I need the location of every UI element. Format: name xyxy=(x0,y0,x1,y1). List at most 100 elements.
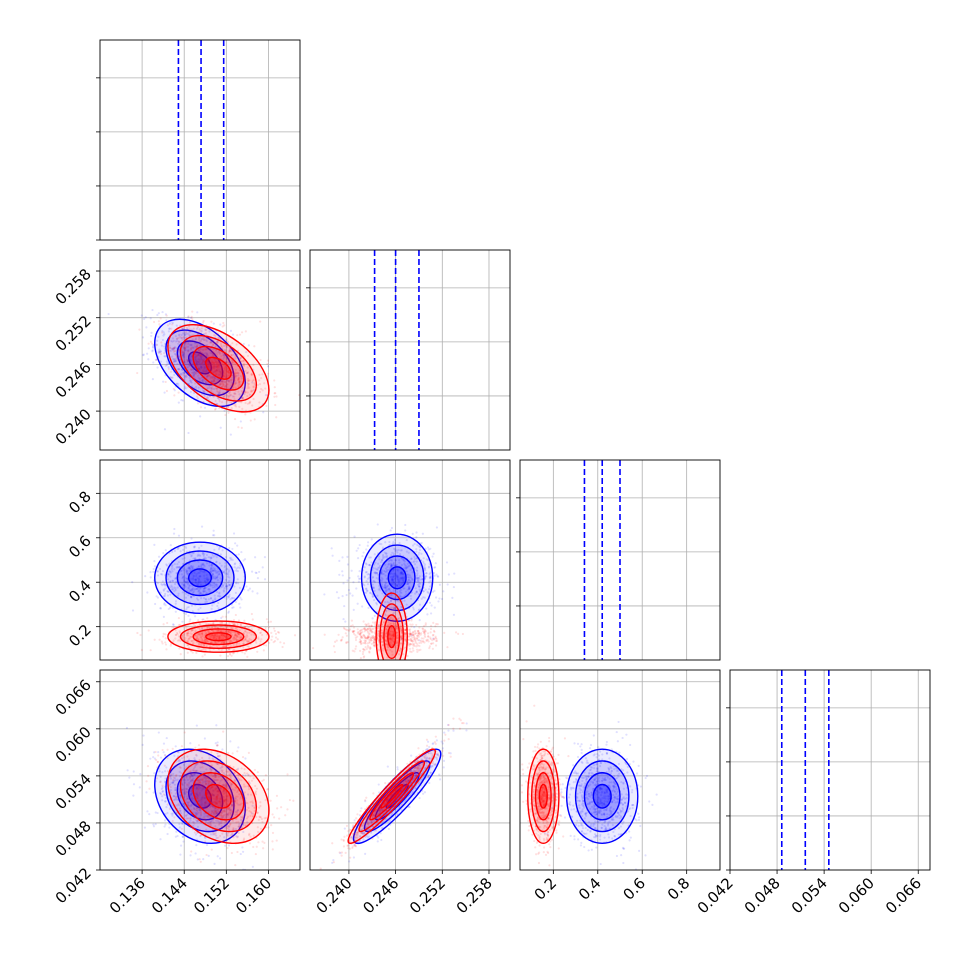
scatter-point xyxy=(228,371,231,375)
scatter-point xyxy=(411,630,415,634)
scatter-point xyxy=(209,819,213,823)
scatter-point xyxy=(187,315,190,318)
scatter-point xyxy=(211,634,214,637)
scatter-point xyxy=(270,631,273,634)
scatter-point xyxy=(390,650,394,653)
scatter-point xyxy=(420,641,423,644)
scatter-point xyxy=(353,629,356,633)
scatter-point xyxy=(233,373,236,376)
scatter-point xyxy=(418,639,421,642)
scatter-point xyxy=(189,817,192,820)
scatter-point xyxy=(186,581,189,584)
scatter-point xyxy=(341,574,344,577)
scatter-point xyxy=(375,601,378,605)
scatter-point xyxy=(228,556,232,560)
scatter-point xyxy=(408,586,411,589)
scatter-point xyxy=(231,383,234,386)
scatter-point xyxy=(365,563,368,566)
scatter-point xyxy=(412,644,415,647)
scatter-point xyxy=(432,633,435,637)
scatter-point xyxy=(198,786,201,789)
scatter-point xyxy=(185,608,188,611)
scatter-point xyxy=(373,579,376,583)
scatter-point xyxy=(362,647,365,651)
scatter-point xyxy=(216,762,219,766)
scatter-point xyxy=(197,565,200,568)
scatter-point xyxy=(210,564,213,568)
scatter-point xyxy=(389,564,393,567)
scatter-point xyxy=(400,571,403,574)
scatter-point xyxy=(158,567,161,571)
scatter-point xyxy=(410,619,413,622)
scatter-point xyxy=(271,635,274,638)
scatter-point xyxy=(196,635,199,638)
scatter-point xyxy=(174,335,177,338)
scatter-point xyxy=(227,357,231,360)
scatter-point xyxy=(225,361,228,364)
scatter-point xyxy=(199,564,202,567)
scatter-point xyxy=(380,631,383,635)
scatter-point xyxy=(391,579,394,583)
scatter-point xyxy=(177,760,180,763)
scatter-point xyxy=(174,786,177,790)
scatter-point xyxy=(223,355,226,358)
scatter-point xyxy=(189,348,192,351)
scatter-point xyxy=(184,787,188,790)
scatter-point xyxy=(236,623,239,626)
scatter-point xyxy=(184,592,188,595)
scatter-point xyxy=(214,807,217,811)
scatter-point xyxy=(168,322,171,325)
scatter-point xyxy=(200,366,203,369)
scatter-point xyxy=(211,386,214,390)
scatter-point xyxy=(384,632,388,635)
scatter-point xyxy=(229,354,233,357)
scatter-point xyxy=(399,590,402,594)
scatter-point xyxy=(351,649,354,652)
scatter-point xyxy=(193,372,196,375)
scatter-point xyxy=(397,637,400,640)
scatter-point xyxy=(228,579,231,582)
scatter-point xyxy=(182,576,185,579)
scatter-point xyxy=(409,579,412,583)
scatter-point xyxy=(189,636,192,639)
scatter-point xyxy=(373,614,376,617)
scatter-point xyxy=(211,604,214,607)
scatter-point xyxy=(204,372,207,376)
scatter-point xyxy=(374,571,377,574)
scatter-point xyxy=(381,577,384,581)
scatter-point xyxy=(381,592,384,595)
scatter-point xyxy=(215,634,218,637)
scatter-point xyxy=(407,585,410,588)
scatter-point xyxy=(272,641,275,644)
scatter-point xyxy=(215,632,218,636)
scatter-point xyxy=(192,824,195,828)
scatter-point xyxy=(212,379,215,382)
scatter-point xyxy=(461,632,464,636)
scatter-point xyxy=(396,633,399,637)
scatter-point xyxy=(183,342,186,345)
scatter-point xyxy=(195,763,198,766)
scatter-point xyxy=(220,344,223,347)
scatter-point xyxy=(373,580,377,584)
scatter-point xyxy=(415,548,418,551)
scatter-point xyxy=(381,546,385,549)
scatter-point xyxy=(404,623,407,626)
scatter-point xyxy=(199,592,202,595)
scatter-point xyxy=(213,365,216,368)
scatter-point xyxy=(206,352,209,355)
scatter-point xyxy=(203,557,206,560)
scatter-point xyxy=(190,568,193,571)
scatter-point xyxy=(427,565,431,568)
scatter-point xyxy=(198,377,202,380)
scatter-point xyxy=(235,374,238,378)
scatter-point xyxy=(359,639,363,642)
scatter-point xyxy=(408,587,411,591)
scatter-point xyxy=(354,638,358,642)
scatter-point xyxy=(391,630,394,633)
scatter-point xyxy=(211,573,214,576)
scatter-point xyxy=(218,365,221,369)
scatter-point xyxy=(164,641,167,644)
scatter-point xyxy=(196,374,200,377)
scatter-point xyxy=(229,433,232,436)
